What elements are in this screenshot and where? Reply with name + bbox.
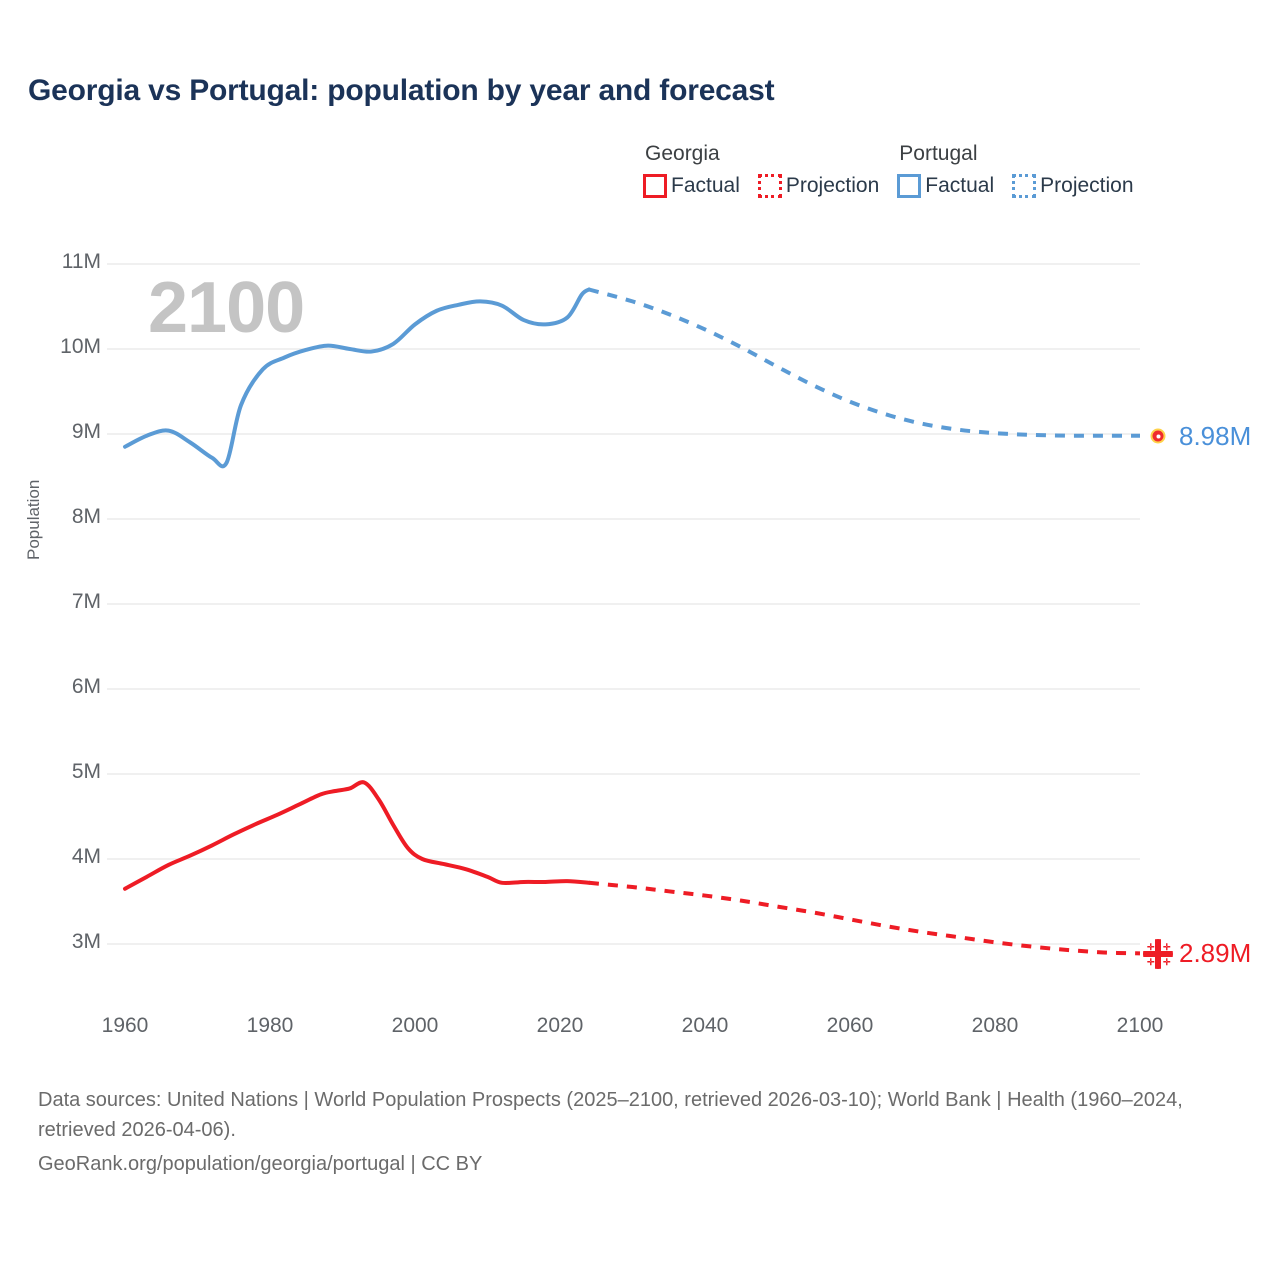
year-watermark: 2100 <box>148 268 305 348</box>
y-tick-label: 8M <box>71 505 101 528</box>
x-tick-label: 2000 <box>391 1014 439 1037</box>
chart-legend: Georgia Factual Projection Portugal Fact… <box>643 142 1152 198</box>
solid-square-icon <box>897 174 922 198</box>
y-tick-label: 11M <box>61 250 101 273</box>
x-tick-label: 1980 <box>246 1014 294 1037</box>
y-axis-title: Population <box>24 479 43 560</box>
legend-label-georgia-projection: Projection <box>785 174 880 197</box>
legend-group-portugal: Portugal Factual Projection <box>897 142 1151 198</box>
x-tick-label: 2020 <box>536 1014 584 1037</box>
y-tick-label: 4M <box>71 845 101 868</box>
portugal-flag-icon <box>1143 421 1173 452</box>
legend-item-portugal-projection[interactable]: Projection <box>1012 174 1134 198</box>
x-tick-label: 2080 <box>971 1014 1019 1037</box>
footer: Data sources: United Nations | World Pop… <box>38 1085 1238 1179</box>
page-title: Georgia vs Portugal: population by year … <box>28 74 775 107</box>
legend-item-georgia-factual[interactable]: Factual <box>643 174 740 198</box>
legend-group-georgia: Georgia Factual Projection <box>643 142 897 198</box>
x-tick-label: 2060 <box>826 1014 874 1037</box>
legend-country-portugal: Portugal <box>899 142 978 165</box>
legend-item-portugal-factual[interactable]: Factual <box>897 174 994 198</box>
y-tick-label: 10M <box>60 335 101 358</box>
dotted-square-icon <box>757 174 782 198</box>
legend-label-portugal-projection: Projection <box>1040 174 1134 197</box>
y-tick-label: 7M <box>71 590 101 613</box>
x-tick-label: 2100 <box>1116 1014 1164 1037</box>
footer-sources: Data sources: United Nations | World Pop… <box>38 1089 1183 1141</box>
series-lines <box>123 287 1141 956</box>
legend-label-georgia-factual: Factual <box>671 174 740 197</box>
series-line-factual-georgia <box>123 780 591 891</box>
end-label-portugal[interactable]: 8.98M <box>1143 421 1251 452</box>
y-tick-label: 9M <box>71 420 101 443</box>
y-tick-label: 3M <box>71 930 101 953</box>
x-tick-label: 2040 <box>681 1014 729 1037</box>
x-tick-label: 1960 <box>101 1014 149 1037</box>
solid-square-icon <box>643 174 667 198</box>
end-value-georgia: 2.89M <box>1179 938 1252 969</box>
georgia-flag-icon: ✛ ✛ ✛ ✛ <box>1143 938 1173 969</box>
footer-link[interactable]: GeoRank.org/population/georgia/portugal … <box>38 1153 483 1175</box>
legend-label-portugal-factual: Factual <box>925 174 995 197</box>
end-label-georgia[interactable]: ✛ ✛ ✛ ✛ 2.89M <box>1143 938 1251 969</box>
y-tick-label: 5M <box>71 760 101 783</box>
y-tick-label: 6M <box>71 675 101 698</box>
legend-country-georgia: Georgia <box>645 142 720 165</box>
series-line-projection-georgia <box>588 880 1141 956</box>
series-line-factual-portugal <box>123 287 591 469</box>
end-value-portugal: 8.98M <box>1179 420 1252 451</box>
series-line-projection-portugal <box>588 287 1140 438</box>
legend-item-georgia-projection[interactable]: Projection <box>757 174 880 198</box>
legend-row-georgia: Factual Projection <box>643 174 897 198</box>
gridlines <box>107 263 1140 945</box>
legend-row-portugal: Factual Projection <box>897 174 1151 198</box>
dotted-square-icon <box>1012 174 1037 198</box>
